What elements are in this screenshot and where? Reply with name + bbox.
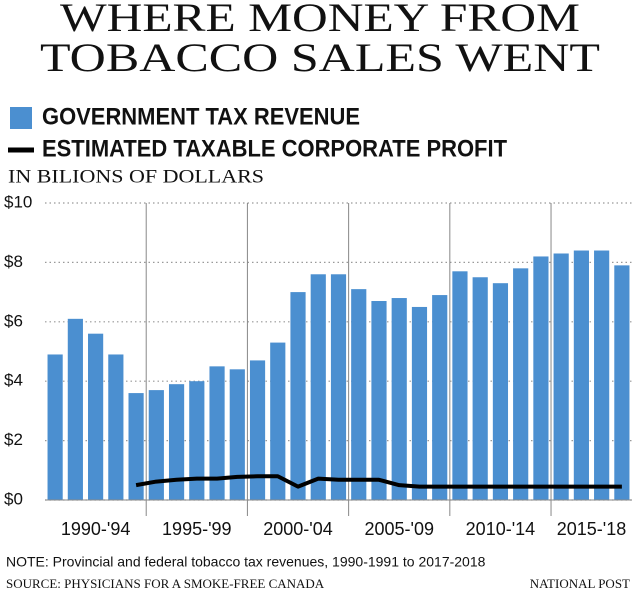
x-tick-label: 2000-'04 [263, 519, 333, 539]
bar [67, 318, 83, 500]
y-tick-label: $0 [4, 489, 23, 508]
bar [290, 292, 306, 500]
bar [553, 253, 569, 500]
y-tick-label: $10 [4, 192, 32, 211]
y-tick-label: $2 [4, 430, 23, 449]
bar [108, 354, 124, 500]
bar [88, 333, 104, 500]
x-tick-label: 2005-'09 [364, 519, 434, 539]
bar [452, 271, 468, 500]
bar [573, 250, 589, 500]
x-tick-label: 1990-'94 [61, 519, 131, 539]
y-tick-label: $4 [4, 371, 23, 390]
bar [492, 283, 509, 500]
bar [168, 384, 185, 500]
publisher: NATIONAL POST [530, 576, 630, 591]
bar [330, 274, 347, 500]
x-tick-label: 2015-'18 [557, 519, 627, 539]
source: SOURCE: PHYSICIANS FOR A SMOKE-FREE CANA… [6, 576, 325, 591]
bar [209, 366, 225, 500]
bar [189, 381, 205, 500]
subtitle: IN BILIONS OF DOLLARS [8, 166, 264, 187]
y-tick-label: $6 [4, 311, 23, 330]
bar [148, 390, 164, 500]
bar [513, 268, 529, 500]
bar [310, 274, 326, 500]
chart-title: WHERE MONEY FROM [60, 0, 580, 40]
bar [229, 369, 245, 500]
bar [614, 265, 630, 500]
chart-title: TOBACCO SALES WENT [40, 35, 600, 80]
bar [47, 354, 63, 500]
x-tick-label: 2010-'14 [466, 519, 536, 539]
bar [533, 256, 549, 500]
bar [432, 295, 448, 500]
bar [270, 342, 286, 500]
legend-label: GOVERNMENT TAX REVENUE [42, 103, 360, 130]
bar [351, 289, 367, 500]
bar [391, 298, 407, 500]
bar [594, 250, 610, 500]
bar [371, 301, 387, 500]
line [135, 474, 622, 489]
note: NOTE: Provincial and federal tobacco tax… [6, 554, 486, 570]
bar [472, 277, 488, 500]
y-tick-label: $8 [4, 252, 23, 271]
legend-swatch [10, 107, 32, 129]
bar [128, 393, 144, 500]
legend-label: ESTIMATED TAXABLE CORPORATE PROFIT [42, 135, 507, 162]
x-tick-label: 1995-'99 [162, 519, 232, 539]
bar [249, 360, 266, 500]
bar [411, 306, 428, 500]
